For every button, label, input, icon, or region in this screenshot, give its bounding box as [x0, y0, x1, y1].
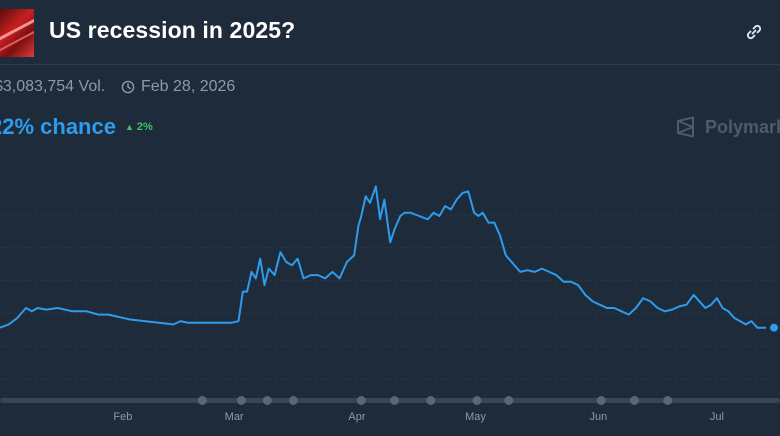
x-tick-label: Jun	[589, 411, 607, 423]
market-title: US recession in 2025?	[49, 17, 296, 43]
polymarket-logo-icon	[677, 116, 694, 138]
x-tick-label: Feb	[113, 411, 132, 423]
series-line-yes	[0, 185, 766, 329]
volume-text: $3,083,754 Vol.	[0, 78, 106, 95]
timeline-bar	[0, 398, 780, 403]
event-marker[interactable]	[663, 396, 673, 405]
change-value: 2%	[136, 121, 153, 133]
event-marker[interactable]	[356, 396, 366, 405]
event-marker[interactable]	[390, 396, 400, 405]
event-marker[interactable]	[197, 396, 207, 405]
event-marker[interactable]	[426, 396, 436, 405]
price-chart[interactable]: Feb Mar Apr May Jun Jul	[0, 150, 780, 436]
current-value-dot[interactable]	[770, 323, 778, 332]
market-thumbnail[interactable]	[0, 9, 34, 57]
x-tick-label: Mar	[225, 411, 244, 423]
chart-grid	[0, 214, 780, 380]
brand-name: Polymarket	[705, 117, 780, 137]
event-marker[interactable]	[262, 396, 272, 405]
event-marker[interactable]	[504, 396, 514, 405]
chance-value: 22% chance	[0, 114, 116, 139]
event-marker[interactable]	[236, 396, 246, 405]
event-marker[interactable]	[596, 396, 606, 405]
event-marker[interactable]	[472, 396, 482, 405]
up-triangle-icon: ▲	[125, 122, 134, 132]
x-tick-label: Jul	[710, 411, 724, 423]
end-date: Feb 28, 2026	[141, 78, 236, 95]
x-tick-label: Apr	[348, 411, 365, 423]
x-axis-labels: Feb Mar Apr May Jun Jul	[113, 411, 724, 423]
link-icon[interactable]	[744, 22, 764, 42]
header-divider	[0, 64, 780, 65]
clock-icon	[121, 80, 135, 94]
change-badge: ▲ 2%	[125, 121, 153, 133]
event-marker[interactable]	[288, 396, 298, 405]
event-markers	[197, 396, 673, 405]
x-tick-label: May	[465, 411, 486, 423]
event-marker[interactable]	[629, 396, 639, 405]
